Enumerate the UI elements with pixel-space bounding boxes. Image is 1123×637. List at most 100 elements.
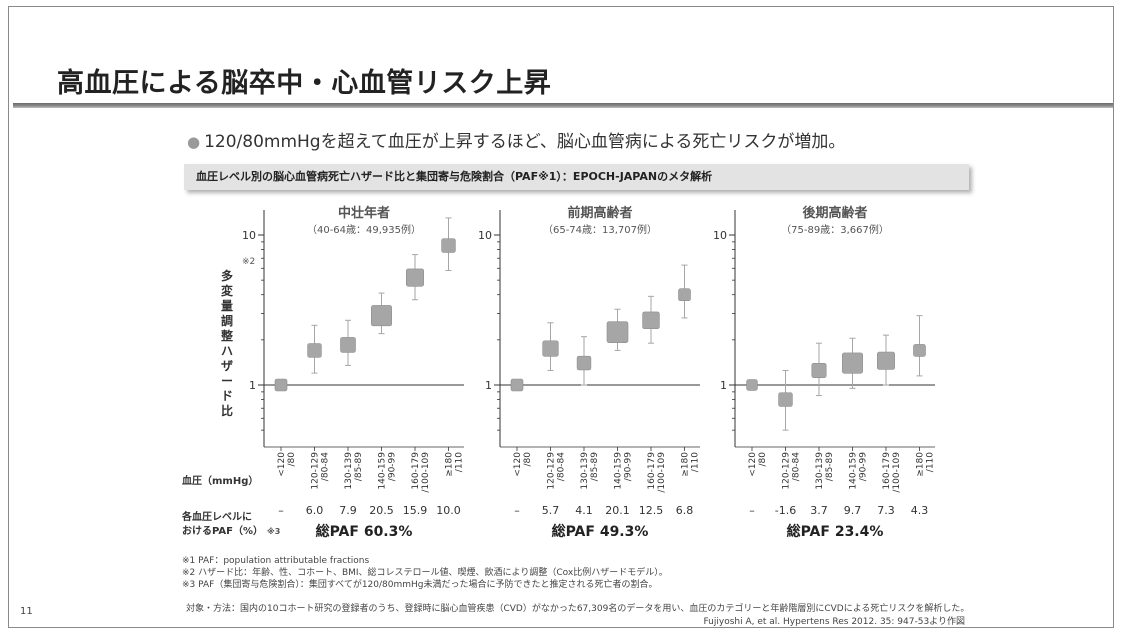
- y-axis-label: 多変量調整ハザード比: [220, 269, 233, 418]
- p3-paf-value-3: 9.7: [844, 504, 862, 517]
- p3-x-label-5: ≥180/110: [916, 452, 936, 477]
- p1-x-label-2: 130-139/85-89: [344, 452, 364, 490]
- p3-x-label-2-b: /85-89: [825, 452, 835, 481]
- p2-x-label-0-b: /80: [523, 452, 533, 467]
- p3-x-label-5-a: ≥180: [916, 452, 926, 477]
- p3-x-label-2: 130-139/85-89: [815, 452, 835, 490]
- p1-x-label-2-b: /85-89: [354, 452, 364, 481]
- p2-x-label-0: <120/80: [513, 452, 533, 477]
- p2-x-label-2-b: /85-89: [590, 452, 600, 481]
- p3-hr-marker-4: [876, 351, 895, 370]
- p3-x-label-4: 160-179/100-109: [882, 452, 902, 493]
- p1-paf-value-4: 15.9: [403, 504, 428, 517]
- p1-x-label-3: 140-159/90-99: [378, 452, 398, 490]
- p1-x-label-4-b: /100-109: [421, 452, 431, 493]
- p3-paf-value-1: -1.6: [775, 504, 796, 517]
- p1-chart-title: 中壮年者: [338, 205, 390, 221]
- p2-x-label-4-a: 160-179: [647, 452, 657, 490]
- p3-x-label-4-a: 160-179: [882, 452, 892, 490]
- p1-hr-marker-3: [370, 305, 392, 327]
- p2-chart-subtitle: （65-74歳：13,707例）: [543, 223, 657, 236]
- p3-hr-marker-5: [913, 344, 926, 357]
- p2-paf-value-5: 6.8: [676, 504, 694, 517]
- p3-x-label-0-b: /80: [758, 452, 768, 467]
- p2-x-label-4-b: /100-109: [657, 452, 667, 493]
- p3-y-tick-label-0: 1: [720, 379, 727, 392]
- p1-y-tick-label-1: 10: [242, 229, 256, 242]
- paf-row-label: 各血圧レベルに おけるPAF（%） ※3: [182, 511, 280, 539]
- p1-x-label-1: 120-129/80-84: [311, 452, 331, 490]
- p2-x-label-5-b: /110: [691, 452, 701, 472]
- p2-hr-marker-1: [542, 340, 559, 357]
- p1-hr-marker-5: [441, 238, 456, 253]
- p3-paf-value-5: 4.3: [911, 504, 929, 517]
- p1-x-label-1-a: 120-129: [311, 452, 321, 490]
- p2-hr-marker-4: [642, 311, 660, 329]
- p3-x-label-3-a: 140-159: [849, 452, 859, 490]
- p1-chart-subtitle: （40-64歳：49,935例）: [307, 223, 421, 236]
- p3-x-label-5-b: /110: [926, 452, 936, 472]
- p2-hr-marker-5: [678, 288, 691, 301]
- p3-chart-subtitle: （75-89歳：3,667例）: [781, 223, 889, 236]
- p3-chart-title: 後期高齢者: [802, 205, 867, 221]
- p2-x-label-1-b: /80-84: [557, 452, 567, 481]
- p3-y-tick-label-1: 10: [713, 229, 727, 242]
- p3-x-label-3: 140-159/90-99: [849, 452, 869, 490]
- p3-total-paf: 総PAF 23.4%: [787, 523, 884, 540]
- p1-x-label-3-b: /90-99: [388, 452, 398, 481]
- p2-y-tick-label-0: 1: [485, 379, 492, 392]
- p3-x-label-1-b: /80-84: [792, 452, 802, 481]
- p3-paf-value-2: 3.7: [810, 504, 828, 517]
- p1-total-paf: 総PAF 60.3%: [316, 523, 413, 540]
- p3-paf-value-4: 7.3: [877, 504, 895, 517]
- p2-hr-marker-3: [606, 321, 629, 343]
- p2-x-label-0-a: <120: [513, 452, 523, 477]
- p2-paf-value-1: 5.7: [542, 504, 560, 517]
- methods-text: 対象・方法：国内の10コホート研究の登録者のうち、登録時に脳心血管疾患（CVD）…: [186, 604, 970, 614]
- p1-paf-value-3: 20.5: [369, 504, 394, 517]
- bp-axis-label: 血圧（mmHg）: [182, 476, 259, 487]
- citation: Fujiyoshi A, et al. Hypertens Res 2012. …: [703, 617, 966, 627]
- p1-x-label-2-a: 130-139: [344, 452, 354, 490]
- p1-x-label-4-a: 160-179: [411, 452, 421, 490]
- p1-x-label-5-b: /110: [455, 452, 465, 472]
- title-divider: [13, 103, 1113, 108]
- p2-hr-marker-2: [576, 355, 592, 371]
- p1-x-label-0-a: <120: [277, 452, 287, 477]
- footnote-1: ※1 PAF：population attributable fractions: [182, 556, 370, 566]
- p1-y-tick-label-0: 1: [249, 379, 256, 392]
- p2-x-label-5: ≥180/110: [681, 452, 701, 477]
- p3-paf-value-0: –: [749, 504, 755, 517]
- p1-paf-value-5: 10.0: [436, 504, 461, 517]
- p3-x-label-0: <120/80: [748, 452, 768, 477]
- p3-x-label-2-a: 130-139: [815, 452, 825, 490]
- paf-row-note: ※3: [267, 527, 281, 536]
- p1-x-label-0-b: /80: [287, 452, 297, 467]
- p2-total-paf: 総PAF 49.3%: [552, 523, 649, 540]
- paf-row-label-line1: 各血圧レベルに: [182, 512, 252, 523]
- p2-x-label-3-b: /90-99: [624, 452, 634, 481]
- p1-hr-marker-2: [340, 337, 356, 353]
- p1-paf-value-0: –: [278, 504, 284, 517]
- p3-x-label-1-a: 120-129: [782, 452, 792, 490]
- p3-x-label-3-b: /90-99: [859, 452, 869, 481]
- key-point: ● 120/80mmHgを超えて血圧が上昇するほど、脳心血管病による死亡リスクが増…: [187, 127, 845, 152]
- p3-x-label-1: 120-129/80-84: [782, 452, 802, 490]
- p2-y-tick-label-1: 10: [478, 229, 492, 242]
- p3-hr-marker-0: [746, 379, 758, 391]
- p3-hr-marker-1: [778, 392, 793, 407]
- p1-paf-value-1: 6.0: [306, 504, 324, 517]
- bullet-dot-icon: ●: [187, 133, 201, 151]
- p3-x-label-4-b: /100-109: [892, 452, 902, 493]
- p2-paf-value-3: 20.1: [605, 504, 630, 517]
- p2-paf-value-0: –: [514, 504, 520, 517]
- p1-x-label-4: 160-179/100-109: [411, 452, 431, 493]
- p2-x-label-4: 160-179/100-109: [647, 452, 667, 493]
- p2-x-label-5-a: ≥180: [681, 452, 691, 477]
- p1-x-label-5: ≥180/110: [445, 452, 465, 477]
- p2-x-label-1: 120-129/80-84: [547, 452, 567, 490]
- p2-x-label-3-a: 140-159: [614, 452, 624, 490]
- footnote-3: ※3 PAF（集団寄与危険割合）：集団すべてが120/80mmHg未満だった場合…: [182, 580, 658, 590]
- p2-x-label-3: 140-159/90-99: [614, 452, 634, 490]
